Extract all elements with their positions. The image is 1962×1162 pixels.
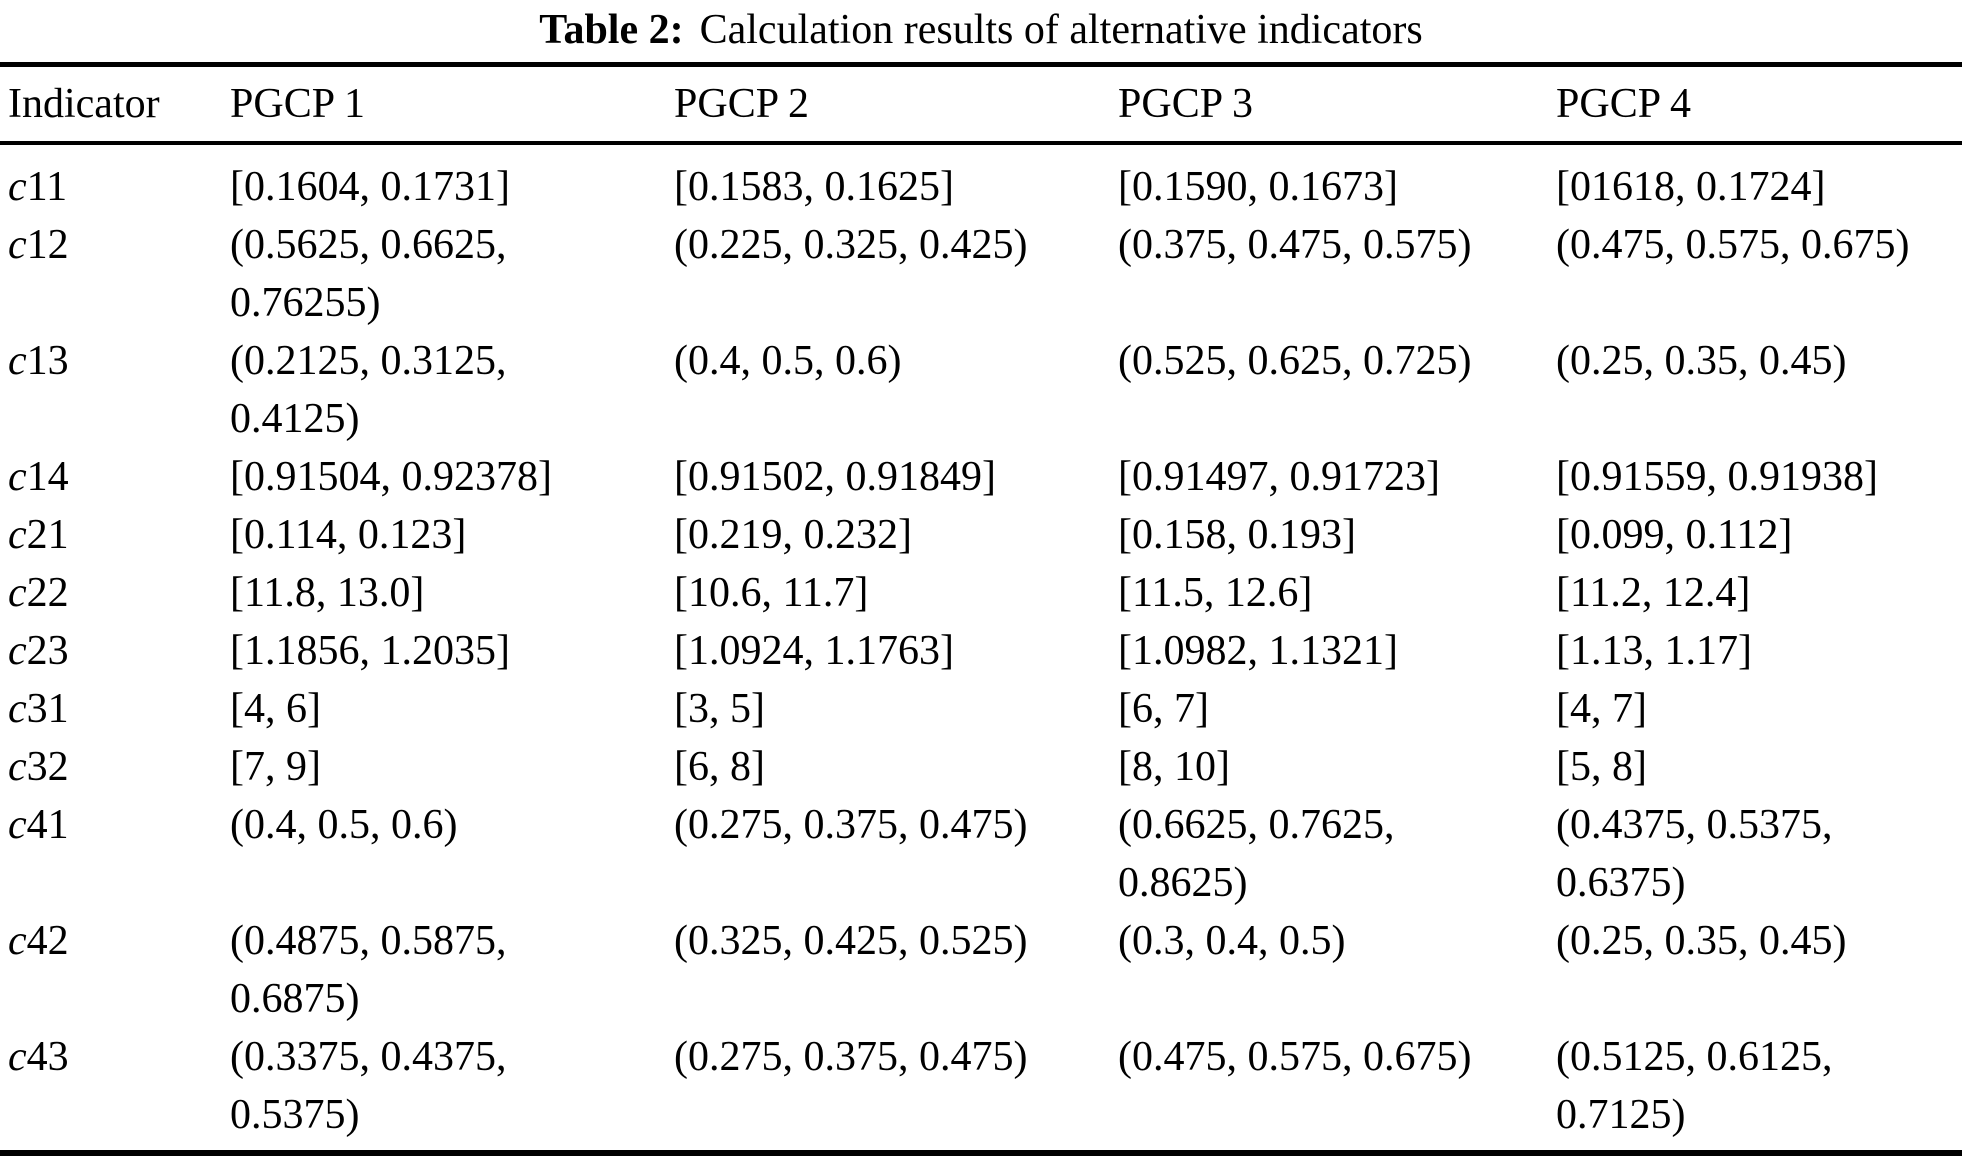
indicator-cell: c41 — [8, 802, 69, 848]
value-cell: [0.114, 0.123] — [230, 512, 467, 558]
value-cell: [1.0982, 1.1321] — [1118, 628, 1398, 674]
value-cell: (0.325, 0.425, 0.525) — [674, 918, 1028, 964]
indicator-cell: c22 — [8, 570, 69, 616]
value-cell: [4, 7] — [1556, 686, 1647, 732]
value-cell: [7, 9] — [230, 744, 321, 790]
value-cell: [0.158, 0.193] — [1118, 512, 1356, 558]
value-cell: (0.2125, 0.3125, 0.4125) — [230, 338, 507, 442]
value-cell: (0.25, 0.35, 0.45) — [1556, 918, 1847, 964]
results-table: Indicator PGCP 1 PGCP 2 PGCP 3 PGCP 4 c1… — [0, 62, 1962, 1156]
value-cell: [11.2, 12.4] — [1556, 570, 1751, 616]
value-cell: [01618, 0.1724] — [1556, 164, 1826, 210]
value-cell: [5, 8] — [1556, 744, 1647, 790]
header-row: Indicator PGCP 1 PGCP 2 PGCP 3 PGCP 4 — [0, 64, 1962, 145]
value-cell: (0.4, 0.5, 0.6) — [674, 338, 902, 384]
value-cell: [3, 5] — [674, 686, 765, 732]
table-row: c13 (0.2125, 0.3125, 0.4125) (0.4, 0.5, … — [0, 332, 1962, 448]
indicator-cell: c43 — [8, 1034, 69, 1080]
value-cell: (0.6625, 0.7625, 0.8625) — [1118, 802, 1395, 906]
value-cell: (0.25, 0.35, 0.45) — [1556, 338, 1847, 384]
value-cell: (0.275, 0.375, 0.475) — [674, 802, 1028, 848]
value-cell: (0.225, 0.325, 0.425) — [674, 222, 1028, 268]
value-cell: (0.375, 0.475, 0.575) — [1118, 222, 1472, 268]
indicator-cell: c31 — [8, 686, 69, 732]
value-cell: [0.099, 0.112] — [1556, 512, 1793, 558]
table-row: c22 [11.8, 13.0] [10.6, 11.7] [11.5, 12.… — [0, 564, 1962, 622]
value-cell: (0.475, 0.575, 0.675) — [1556, 222, 1910, 268]
value-cell: [0.91502, 0.91849] — [674, 454, 996, 500]
value-cell: (0.5625, 0.6625, 0.76255) — [230, 222, 507, 326]
value-cell: [6, 8] — [674, 744, 765, 790]
column-header-pgcp3: PGCP 3 — [1118, 64, 1556, 145]
value-cell: [1.1856, 1.2035] — [230, 628, 510, 674]
table-caption-label: Table 2: — [539, 7, 684, 53]
indicator-cell: c13 — [8, 338, 69, 384]
value-cell: [4, 6] — [230, 686, 321, 732]
value-cell: [11.8, 13.0] — [230, 570, 425, 616]
value-cell: [6, 7] — [1118, 686, 1209, 732]
value-cell: [1.0924, 1.1763] — [674, 628, 954, 674]
indicator-cell: c11 — [8, 164, 68, 210]
indicator-cell: c23 — [8, 628, 69, 674]
value-cell: (0.4375, 0.5375, 0.6375) — [1556, 802, 1833, 906]
value-cell: [0.219, 0.232] — [674, 512, 912, 558]
value-cell: [10.6, 11.7] — [674, 570, 869, 616]
column-header-indicator: Indicator — [0, 64, 230, 145]
value-cell: [0.1590, 0.1673] — [1118, 164, 1398, 210]
column-header-pgcp1: PGCP 1 — [230, 64, 674, 145]
indicator-cell: c32 — [8, 744, 69, 790]
value-cell: [0.91559, 0.91938] — [1556, 454, 1878, 500]
table-row: c23 [1.1856, 1.2035] [1.0924, 1.1763] [1… — [0, 622, 1962, 680]
table-row: c12 (0.5625, 0.6625, 0.76255) (0.225, 0.… — [0, 216, 1962, 332]
value-cell: (0.3375, 0.4375, 0.5375) — [230, 1034, 507, 1138]
table-caption-text: Calculation results of alternative indic… — [699, 7, 1423, 53]
value-cell: [0.91504, 0.92378] — [230, 454, 552, 500]
column-header-pgcp2: PGCP 2 — [674, 64, 1118, 145]
table-row: c41 (0.4, 0.5, 0.6) (0.275, 0.375, 0.475… — [0, 796, 1962, 912]
value-cell: [8, 10] — [1118, 744, 1230, 790]
indicator-cell: c12 — [8, 222, 69, 268]
table-row: c42 (0.4875, 0.5875, 0.6875) (0.325, 0.4… — [0, 912, 1962, 1028]
table-row: c32 [7, 9] [6, 8] [8, 10] [5, 8] — [0, 738, 1962, 796]
table-row: c21 [0.114, 0.123] [0.219, 0.232] [0.158… — [0, 506, 1962, 564]
table-row: c43 (0.3375, 0.4375, 0.5375) (0.275, 0.3… — [0, 1028, 1962, 1153]
indicator-cell: c14 — [8, 454, 69, 500]
value-cell: [0.91497, 0.91723] — [1118, 454, 1440, 500]
value-cell: (0.4, 0.5, 0.6) — [230, 802, 458, 848]
value-cell: [11.5, 12.6] — [1118, 570, 1313, 616]
value-cell: (0.525, 0.625, 0.725) — [1118, 338, 1472, 384]
value-cell: [1.13, 1.17] — [1556, 628, 1752, 674]
table-row: c11 [0.1604, 0.1731] [0.1583, 0.1625] [0… — [0, 143, 1962, 216]
value-cell: (0.475, 0.575, 0.675) — [1118, 1034, 1472, 1080]
table-caption: Table 2: Calculation results of alternati… — [0, 0, 1962, 58]
value-cell: [0.1583, 0.1625] — [674, 164, 954, 210]
value-cell: (0.5125, 0.6125, 0.7125) — [1556, 1034, 1833, 1138]
indicator-cell: c42 — [8, 918, 69, 964]
value-cell: (0.4875, 0.5875, 0.6875) — [230, 918, 507, 1022]
value-cell: (0.275, 0.375, 0.475) — [674, 1034, 1028, 1080]
value-cell: [0.1604, 0.1731] — [230, 164, 510, 210]
table-row: c31 [4, 6] [3, 5] [6, 7] [4, 7] — [0, 680, 1962, 738]
column-header-pgcp4: PGCP 4 — [1556, 64, 1962, 145]
indicator-cell: c21 — [8, 512, 69, 558]
table-row: c14 [0.91504, 0.92378] [0.91502, 0.91849… — [0, 448, 1962, 506]
value-cell: (0.3, 0.4, 0.5) — [1118, 918, 1346, 964]
